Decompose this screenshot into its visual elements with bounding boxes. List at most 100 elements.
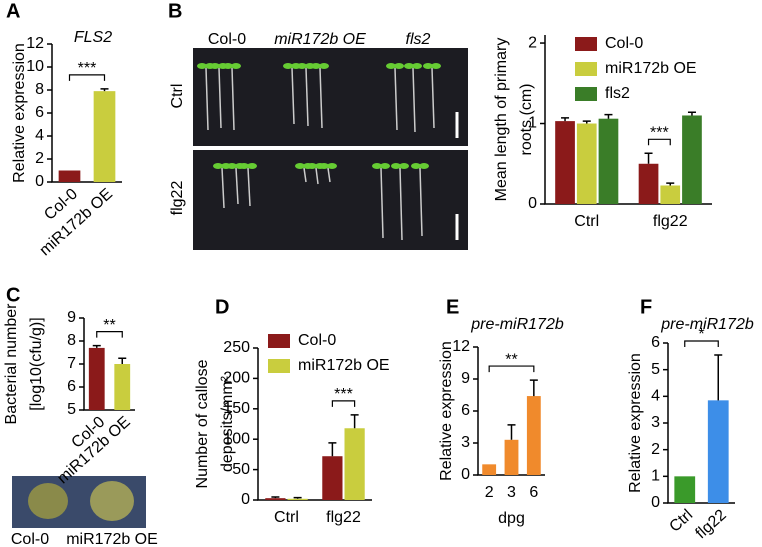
root <box>218 67 222 129</box>
cotyledon <box>431 63 441 69</box>
bar <box>265 498 286 500</box>
y-tick-label: 2 <box>35 150 44 167</box>
chart-title: pre-miR172b <box>660 316 754 333</box>
bar <box>526 396 541 475</box>
panel-label: F <box>640 296 652 318</box>
root <box>315 167 319 185</box>
panel-label: C <box>6 284 20 306</box>
root <box>319 67 323 129</box>
bar <box>682 115 702 204</box>
root <box>303 167 307 183</box>
legend-swatch <box>268 334 290 348</box>
y-tick-label: 9 <box>461 370 470 387</box>
root <box>431 67 435 129</box>
y-tick-label: 0 <box>241 491 250 508</box>
cotyledon <box>319 63 329 69</box>
bar <box>638 163 659 204</box>
significance-label: ** <box>505 351 517 368</box>
root <box>394 67 398 131</box>
y-tick-label: 200 <box>223 370 250 387</box>
bar <box>674 476 696 503</box>
y-axis-label: Mean length of primary <box>493 38 510 202</box>
root <box>205 67 209 131</box>
row-label: flg22 <box>169 181 186 216</box>
y-tick-label: 1 <box>651 468 660 485</box>
significance-label: * <box>698 326 704 343</box>
x-tick-label: Ctrl <box>574 213 599 230</box>
significance-bracket <box>488 365 535 373</box>
significance-bracket <box>331 400 356 407</box>
y-axis-label: Relative expression <box>438 341 455 481</box>
y-axis-label: deposits/mm² <box>219 375 236 472</box>
y-tick-label: 6 <box>461 402 470 419</box>
y-tick-label: 100 <box>223 430 250 447</box>
significance-label: *** <box>334 386 353 403</box>
root <box>412 67 416 133</box>
bar <box>58 170 81 182</box>
cotyledon <box>197 63 207 69</box>
root <box>291 67 295 125</box>
y-tick-label: 150 <box>223 400 250 417</box>
x-tick-label: flg22 <box>693 506 730 542</box>
y-axis-label: Bacterial number <box>3 303 20 425</box>
error-bar <box>271 496 280 499</box>
column-label: miR172b OE <box>274 31 366 48</box>
y-axis-label: Number of callose <box>194 359 211 488</box>
y-tick-label: 1 <box>528 115 537 132</box>
y-axis-label: Relative expression <box>11 43 28 183</box>
cotyledon <box>411 163 421 169</box>
y-axis-label: Relative expression <box>627 353 644 493</box>
legend-swatch <box>268 359 290 373</box>
legend-swatch <box>575 37 597 51</box>
y-tick-label: 4 <box>35 127 44 144</box>
x-tick-label: Ctrl <box>666 506 696 535</box>
y-axis-label: roots (cm) <box>518 84 535 156</box>
y-tick-label: 5 <box>651 361 660 378</box>
y-tick-label: 3 <box>461 434 470 451</box>
cotyledon <box>380 163 390 169</box>
root <box>235 167 239 205</box>
bar <box>555 121 575 204</box>
y-tick-label: 9 <box>67 309 76 326</box>
y-tick-label: 3 <box>651 414 660 431</box>
image-label: miR172b OE <box>66 531 158 547</box>
x-tick-label: 2 <box>485 484 494 501</box>
bar <box>660 185 681 204</box>
root <box>231 67 235 131</box>
y-tick-label: 2 <box>651 441 660 458</box>
panel-label: A <box>6 0 20 22</box>
bar <box>322 456 343 500</box>
cotyledon <box>210 63 220 69</box>
y-tick-label: 250 <box>223 339 250 356</box>
y-axis-label: [log10(cfu/g)] <box>28 317 45 410</box>
y-tick-label: 8 <box>67 332 76 349</box>
x-axis-label: dpg <box>498 510 525 527</box>
y-tick-label: 12 <box>26 35 44 52</box>
cotyledon <box>419 163 429 169</box>
bar <box>93 91 116 182</box>
y-tick-label: 50 <box>232 461 250 478</box>
legend-label: Col-0 <box>298 332 336 349</box>
error-bar <box>328 442 337 457</box>
image-label: Col-0 <box>11 531 49 547</box>
y-tick-label: 10 <box>26 58 44 75</box>
error-bar <box>644 152 653 164</box>
error-bar <box>507 424 516 440</box>
y-tick-label: 0 <box>35 173 44 190</box>
row-label: Ctrl <box>169 84 186 109</box>
cotyledon <box>311 63 321 69</box>
y-tick-label: 12 <box>452 338 470 355</box>
y-tick-label: 7 <box>67 355 76 372</box>
error-bar <box>529 379 538 397</box>
seedlings <box>197 63 441 241</box>
cotyledon <box>297 63 307 69</box>
error-bar <box>118 357 127 364</box>
legend-swatch <box>575 62 597 76</box>
significance-label: ** <box>103 317 115 334</box>
cotyledon <box>227 163 237 169</box>
y-tick-label: 4 <box>651 388 660 405</box>
cotyledon <box>394 63 404 69</box>
root <box>419 167 423 237</box>
significance-bracket <box>96 331 123 338</box>
cotyledon <box>327 163 337 169</box>
